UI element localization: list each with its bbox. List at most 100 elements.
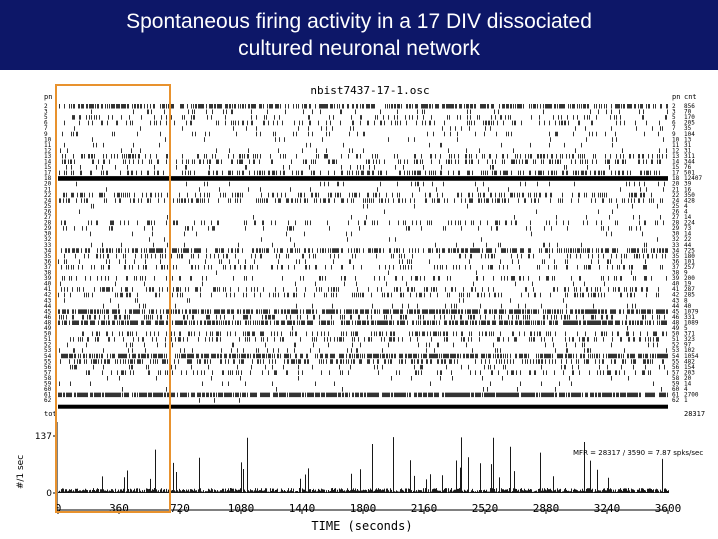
- raster-row-count: 200: [684, 275, 695, 282]
- raster-row-spikes: [58, 320, 667, 325]
- raster-row-count: 428: [684, 197, 695, 204]
- psth-x-ticks: 0 360 720 1080 1440 1800 2160 2520 2880 3240 3600: [55, 502, 682, 515]
- raster-row-label: 48: [44, 319, 52, 326]
- raster-row-pn-right: 26: [672, 208, 680, 215]
- raster-row-spikes: [92, 137, 664, 142]
- raster-total-row: [58, 404, 668, 409]
- raster-row-label: 12: [44, 147, 52, 154]
- raster-row-label: 26: [44, 208, 52, 215]
- raster-row-spikes: [61, 353, 668, 359]
- raster-row-label: 29: [44, 225, 52, 232]
- raster-row-count: 4: [684, 208, 688, 215]
- raster-row-spikes: [106, 187, 664, 192]
- raster-row: 50 50 371: [44, 331, 695, 338]
- raster-row-label: 40: [44, 281, 52, 288]
- raster-row: 34 34 725: [44, 247, 695, 254]
- raster-row-spikes: [107, 375, 629, 381]
- psth-y-tick-zero: 0: [46, 489, 52, 499]
- raster-row: 13 13 311: [44, 153, 695, 160]
- raster-row-spikes: [59, 381, 654, 387]
- raster-row-label: 18: [44, 175, 52, 182]
- psth-x-tick-label: 1080: [228, 502, 255, 515]
- raster-row-count: 323: [684, 336, 695, 343]
- raster-right-header-cnt: cnt: [684, 93, 697, 101]
- raster-row-count: 40: [684, 303, 692, 310]
- raster-row-spikes: [79, 209, 613, 214]
- raster-row-label: 61: [44, 392, 52, 399]
- raster-row: 58 58 20: [44, 375, 692, 382]
- raster-row-count: 5: [684, 325, 688, 332]
- psth-x-tick-label: 3600: [655, 502, 682, 515]
- raster-row-pn-right: 11: [672, 142, 680, 149]
- raster-row-pn-right: 32: [672, 236, 680, 243]
- raster-row: 30 30 14: [44, 231, 692, 238]
- raster-row-pn-right: 15: [672, 164, 680, 171]
- raster-row: 5 5 170: [44, 114, 695, 121]
- raster-row: 62 62 1: [44, 397, 688, 404]
- raster-row-label: 27: [44, 214, 52, 221]
- raster-row-label: 24: [44, 197, 52, 204]
- psth-annotation: MFR = 28317 / 3590 = 7.87 spks/sec: [573, 449, 703, 457]
- raster-row-spikes: [62, 276, 667, 281]
- raster-row-pn-right: 33: [672, 242, 680, 249]
- raster-row-pn-right: 53: [672, 347, 680, 354]
- raster-row-spikes: [59, 104, 668, 109]
- raster-row-count: 257: [684, 264, 695, 271]
- raster-row-spikes: [63, 226, 641, 231]
- raster-row-pn-right: 24: [672, 197, 680, 204]
- raster-row-pn-right: 38: [672, 270, 680, 277]
- raster-row-label: 22: [44, 192, 52, 199]
- raster-row: 18 18 12407: [44, 175, 702, 182]
- raster-row-pn-right: 61: [672, 392, 680, 399]
- slide-title-banner: Spontaneous firing activity in a 17 DIV …: [0, 0, 718, 70]
- psth-bar-series: [58, 437, 669, 493]
- raster-row-count: 4: [684, 203, 688, 210]
- raster-row-label: 56: [44, 364, 52, 371]
- raster-row-spikes: [67, 342, 658, 348]
- psth-x-tick-label: 2520: [472, 502, 499, 515]
- raster-row-pn-right: 12: [672, 147, 680, 154]
- psth-x-tick-label: 0: [55, 502, 62, 515]
- raster-row-spikes: [66, 165, 610, 170]
- raster-row-count: 350: [684, 192, 695, 199]
- raster-row-spikes: [62, 159, 661, 165]
- raster-row-count: 2700: [684, 392, 699, 399]
- raster-row-label: 14: [44, 159, 52, 166]
- raster-row: 46 46 331: [44, 314, 695, 321]
- raster-row: 51 51 323: [44, 336, 695, 343]
- raster-row: 40 40 19: [44, 281, 692, 288]
- raster-row-count: 1054: [684, 353, 699, 360]
- raster-row-pn-right: 39: [672, 275, 680, 282]
- raster-row-count: 35: [684, 125, 692, 132]
- raster-row-spikes: [86, 370, 668, 375]
- raster-row-count: 170: [684, 114, 695, 121]
- raster-row: 32 32 22: [44, 236, 692, 243]
- raster-row-pn-right: 27: [672, 214, 680, 221]
- raster-right-header-pn: pn: [672, 93, 680, 101]
- raster-row-pn-right: 55: [672, 358, 680, 365]
- raster-row-pn-right: 3: [672, 109, 676, 116]
- raster-row: 37 37 257: [44, 264, 695, 271]
- raster-row: 26 26 4: [44, 208, 688, 215]
- raster-row-pn-right: 44: [672, 303, 680, 310]
- raster-row-label: 5: [44, 114, 48, 121]
- raster-row-label: 42: [44, 292, 52, 299]
- raster-row-count: 13: [684, 136, 692, 143]
- raster-row-pn-right: 51: [672, 336, 680, 343]
- raster-row-pn-right: 22: [672, 192, 680, 199]
- raster-row-pn-right: 52: [672, 342, 680, 349]
- raster-row: 41 41 287: [44, 286, 695, 293]
- raster-row-spikes: [63, 192, 652, 198]
- raster-row-spikes: [91, 109, 668, 115]
- psth-x-label: TIME (seconds): [311, 519, 412, 533]
- raster-row-label: 33: [44, 242, 52, 249]
- psth-y-tick-max: 137: [35, 432, 52, 442]
- raster-row: 59 59 14: [44, 381, 692, 388]
- raster-row-label: 9: [44, 131, 48, 138]
- raster-row-count: 19: [684, 281, 692, 288]
- raster-row-pn-right: 17: [672, 170, 680, 177]
- raster-row-count: 70: [684, 109, 692, 116]
- raster-row-label: 34: [44, 247, 52, 254]
